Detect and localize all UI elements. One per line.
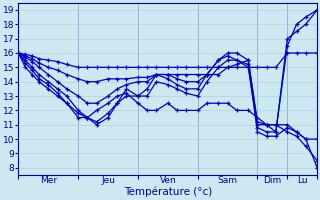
X-axis label: Température (°c): Température (°c) [124,187,212,197]
